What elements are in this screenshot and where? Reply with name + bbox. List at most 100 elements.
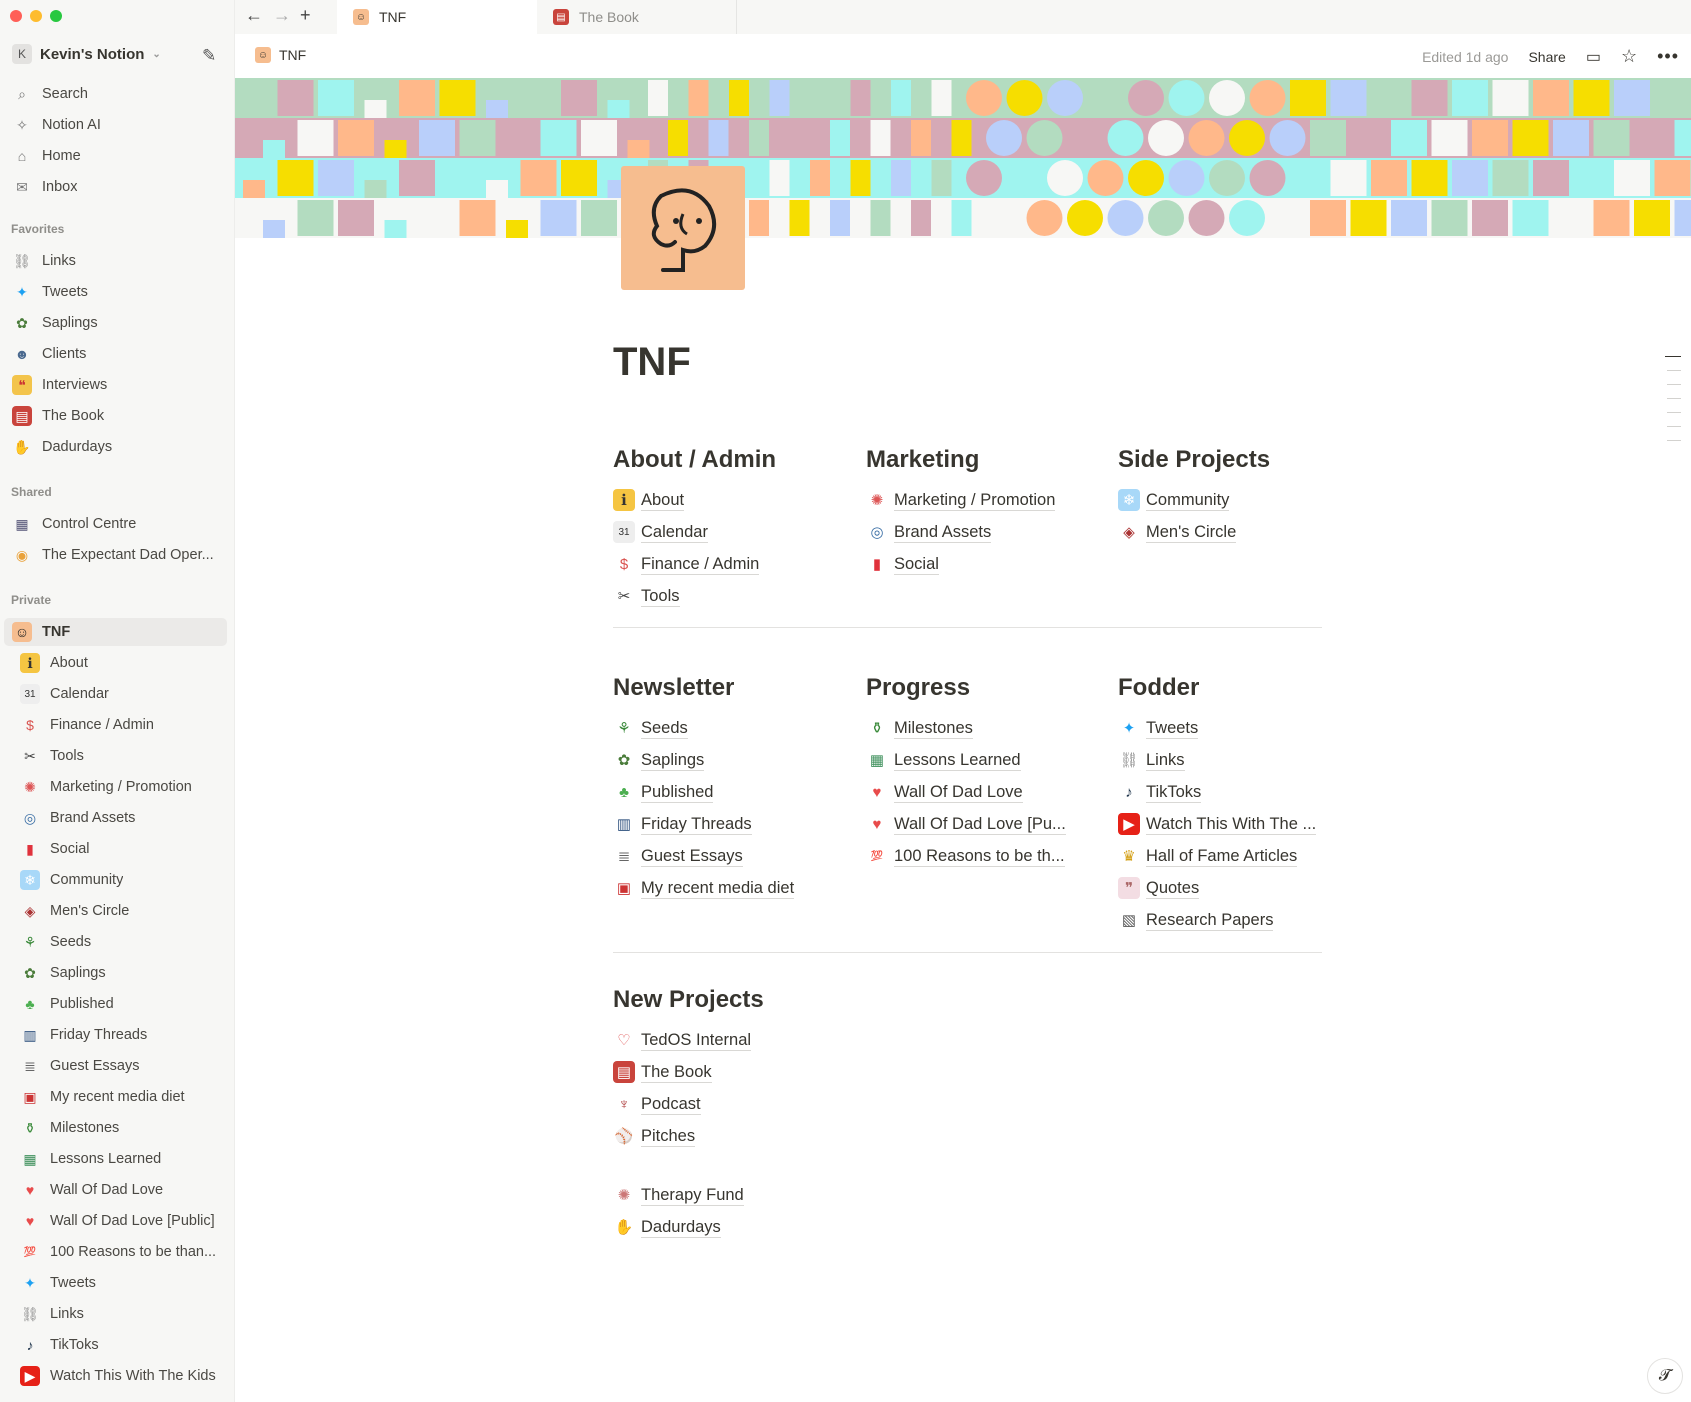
sidebar-item-tiktoks[interactable]: ♪ TikToks <box>4 1331 227 1359</box>
sidebar-item-marketing-promotion[interactable]: ✺ Marketing / Promotion <box>4 773 227 801</box>
tab-the-book[interactable]: ▤ The Book <box>537 0 737 34</box>
page-link-therapy-fund[interactable]: ✺ Therapy Fund <box>613 1179 865 1211</box>
sidebar-item-wall-of-dad-love-public[interactable]: ♥ Wall Of Dad Love [Public] <box>4 1207 227 1235</box>
page-link-tiktoks[interactable]: ♪ TikToks <box>1118 776 1370 808</box>
sidebar-item-seeds[interactable]: ⚘ Seeds <box>4 928 227 956</box>
page-link-label: The Book <box>641 1062 712 1083</box>
breadcrumb[interactable]: ☺ TNF <box>255 47 306 63</box>
page-link-pitches[interactable]: ⚾ Pitches <box>613 1120 865 1152</box>
help-button[interactable]: 𝓣 <box>1647 1358 1683 1394</box>
sidebar-item-saplings[interactable]: ✿ Saplings <box>4 309 227 337</box>
sidebar-item-100-reasons-to-be-than[interactable]: 💯 100 Reasons to be than... <box>4 1238 227 1266</box>
sidebar-item-lessons-learned[interactable]: ▦ Lessons Learned <box>4 1145 227 1173</box>
page-icon[interactable] <box>621 166 745 290</box>
heart-pin-icon: ♥ <box>25 1213 35 1229</box>
star-icon[interactable]: ☆ <box>1620 46 1638 66</box>
sidebar-item-the-expectant-dad-oper[interactable]: ◉ The Expectant Dad Oper... <box>4 541 227 569</box>
page-link-links[interactable]: ⛓ Links <box>1118 744 1370 776</box>
toc-marker[interactable] <box>1667 426 1681 427</box>
sidebar-item-my-recent-media-diet[interactable]: ▣ My recent media diet <box>4 1083 227 1111</box>
sidebar-item-interviews[interactable]: ❝ Interviews <box>4 371 227 399</box>
sidebar-item-notion-ai[interactable]: ✧ Notion AI <box>4 111 227 139</box>
sidebar-item-guest-essays[interactable]: ≣ Guest Essays <box>4 1052 227 1080</box>
minimize-window-button[interactable] <box>30 10 42 22</box>
page-link-label: Hall of Fame Articles <box>1146 846 1298 867</box>
page-link-marketing-promotion[interactable]: ✺ Marketing / Promotion <box>866 484 1118 516</box>
page-link-tweets[interactable]: ✦ Tweets <box>1118 712 1370 744</box>
page-link-hall-of-fame-articles[interactable]: ♛ Hall of Fame Articles <box>1118 840 1370 872</box>
tab-tnf[interactable]: ☺ TNF <box>337 0 537 34</box>
toc-marker[interactable] <box>1667 412 1681 413</box>
sidebar-item-dadurdays[interactable]: ✋ Dadurdays <box>4 433 227 461</box>
sidebar-item-control-centre[interactable]: ▦ Control Centre <box>4 510 227 538</box>
page-link-saplings[interactable]: ✿ Saplings <box>613 744 865 776</box>
sidebar-item-community[interactable]: ❄ Community <box>4 866 227 894</box>
sidebar-item-home[interactable]: ⌂ Home <box>4 142 227 170</box>
toc-marker[interactable] <box>1667 398 1681 399</box>
page-link-friday-threads[interactable]: ▥ Friday Threads <box>613 808 865 840</box>
page-link-social[interactable]: ▮ Social <box>866 548 1118 580</box>
sidebar-item-links[interactable]: ⛓ Links <box>4 1300 227 1328</box>
page-link-quotes[interactable]: ❞ Quotes <box>1118 872 1370 904</box>
page-link-calendar[interactable]: 31 Calendar <box>613 516 865 548</box>
page-link-watch-this-with-the[interactable]: ▶ Watch This With The ... <box>1118 808 1370 840</box>
new-page-icon[interactable]: ✎ <box>202 46 217 65</box>
page-link-100-reasons-to-be-th[interactable]: 💯 100 Reasons to be th... <box>866 840 1118 872</box>
new-tab-plus-icon[interactable]: + <box>300 5 311 25</box>
sidebar-item-inbox[interactable]: ✉ Inbox <box>4 173 227 201</box>
page-link-milestones[interactable]: ⚱ Milestones <box>866 712 1118 744</box>
sidebar-item-wall-of-dad-love[interactable]: ♥ Wall Of Dad Love <box>4 1176 227 1204</box>
sidebar-item-published[interactable]: ♣ Published <box>4 990 227 1018</box>
sidebar-item-tweets[interactable]: ✦ Tweets <box>4 1269 227 1297</box>
sidebar-item-tnf[interactable]: ☺ TNF <box>4 618 227 646</box>
page-link-guest-essays[interactable]: ≣ Guest Essays <box>613 840 865 872</box>
sidebar-item-the-book[interactable]: ▤ The Book <box>4 402 227 430</box>
more-options-icon[interactable]: ••• <box>1657 46 1679 66</box>
sidebar-item-milestones[interactable]: ⚱ Milestones <box>4 1114 227 1142</box>
sidebar-item-about[interactable]: ℹ About <box>4 649 227 677</box>
page-link-tools[interactable]: ✂ Tools <box>613 580 865 612</box>
sidebar-item-saplings[interactable]: ✿ Saplings <box>4 959 227 987</box>
toc-marker[interactable] <box>1667 384 1681 385</box>
close-window-button[interactable] <box>10 10 22 22</box>
page-link-seeds[interactable]: ⚘ Seeds <box>613 712 865 744</box>
sidebar-item-watch-this-with-the-kids[interactable]: ▶ Watch This With The Kids <box>4 1362 227 1390</box>
sidebar-item-clients[interactable]: ☻ Clients <box>4 340 227 368</box>
page-link-about[interactable]: ℹ About <box>613 484 865 516</box>
page-link-podcast[interactable]: ♆ Podcast <box>613 1088 865 1120</box>
sidebar-item-friday-threads[interactable]: ▥ Friday Threads <box>4 1021 227 1049</box>
sidebar-item-brand-assets[interactable]: ◎ Brand Assets <box>4 804 227 832</box>
back-arrow-icon[interactable]: ← <box>245 5 263 25</box>
toc-marker[interactable] <box>1667 440 1681 441</box>
page-link-lessons-learned[interactable]: ▦ Lessons Learned <box>866 744 1118 776</box>
share-button[interactable]: Share <box>1528 48 1566 65</box>
page-link-men-s-circle[interactable]: ◈ Men's Circle <box>1118 516 1370 548</box>
maximize-window-button[interactable] <box>50 10 62 22</box>
comment-icon[interactable]: ▭ <box>1585 48 1601 66</box>
sidebar-item-tools[interactable]: ✂ Tools <box>4 742 227 770</box>
page-link-wall-of-dad-love-pu[interactable]: ♥ Wall Of Dad Love [Pu... <box>866 808 1118 840</box>
toc-marker-active[interactable] <box>1665 356 1681 357</box>
forward-arrow-icon[interactable]: → <box>273 5 291 25</box>
page-link-my-recent-media-diet[interactable]: ▣ My recent media diet <box>613 872 865 904</box>
page-link-the-book[interactable]: ▤ The Book <box>613 1056 865 1088</box>
sidebar-item-links[interactable]: ⛓ Links <box>4 247 227 275</box>
page-link-published[interactable]: ♣ Published <box>613 776 865 808</box>
page-link-community[interactable]: ❄ Community <box>1118 484 1370 516</box>
sidebar-item-social[interactable]: ▮ Social <box>4 835 227 863</box>
toc-marker[interactable] <box>1667 370 1681 371</box>
sidebar-item-finance-admin[interactable]: $ Finance / Admin <box>4 711 227 739</box>
page-title[interactable]: TNF <box>613 340 691 384</box>
cover-shape <box>1087 160 1124 196</box>
page-link-wall-of-dad-love[interactable]: ♥ Wall Of Dad Love <box>866 776 1118 808</box>
sidebar-item-tweets[interactable]: ✦ Tweets <box>4 278 227 306</box>
page-link-finance-admin[interactable]: $ Finance / Admin <box>613 548 865 580</box>
page-link-research-papers[interactable]: ▧ Research Papers <box>1118 904 1370 936</box>
page-link-brand-assets[interactable]: ◎ Brand Assets <box>866 516 1118 548</box>
sidebar-item-men-s-circle[interactable]: ◈ Men's Circle <box>4 897 227 925</box>
sidebar-item-search[interactable]: ⌕ Search <box>4 80 227 108</box>
page-link-tedos-internal[interactable]: ♡ TedOS Internal <box>613 1024 865 1056</box>
sidebar-item-calendar[interactable]: 31 Calendar <box>4 680 227 708</box>
workspace-switcher[interactable]: K Kevin's Notion ⌄ <box>12 44 161 64</box>
page-link-dadurdays[interactable]: ✋ Dadurdays <box>613 1211 865 1243</box>
